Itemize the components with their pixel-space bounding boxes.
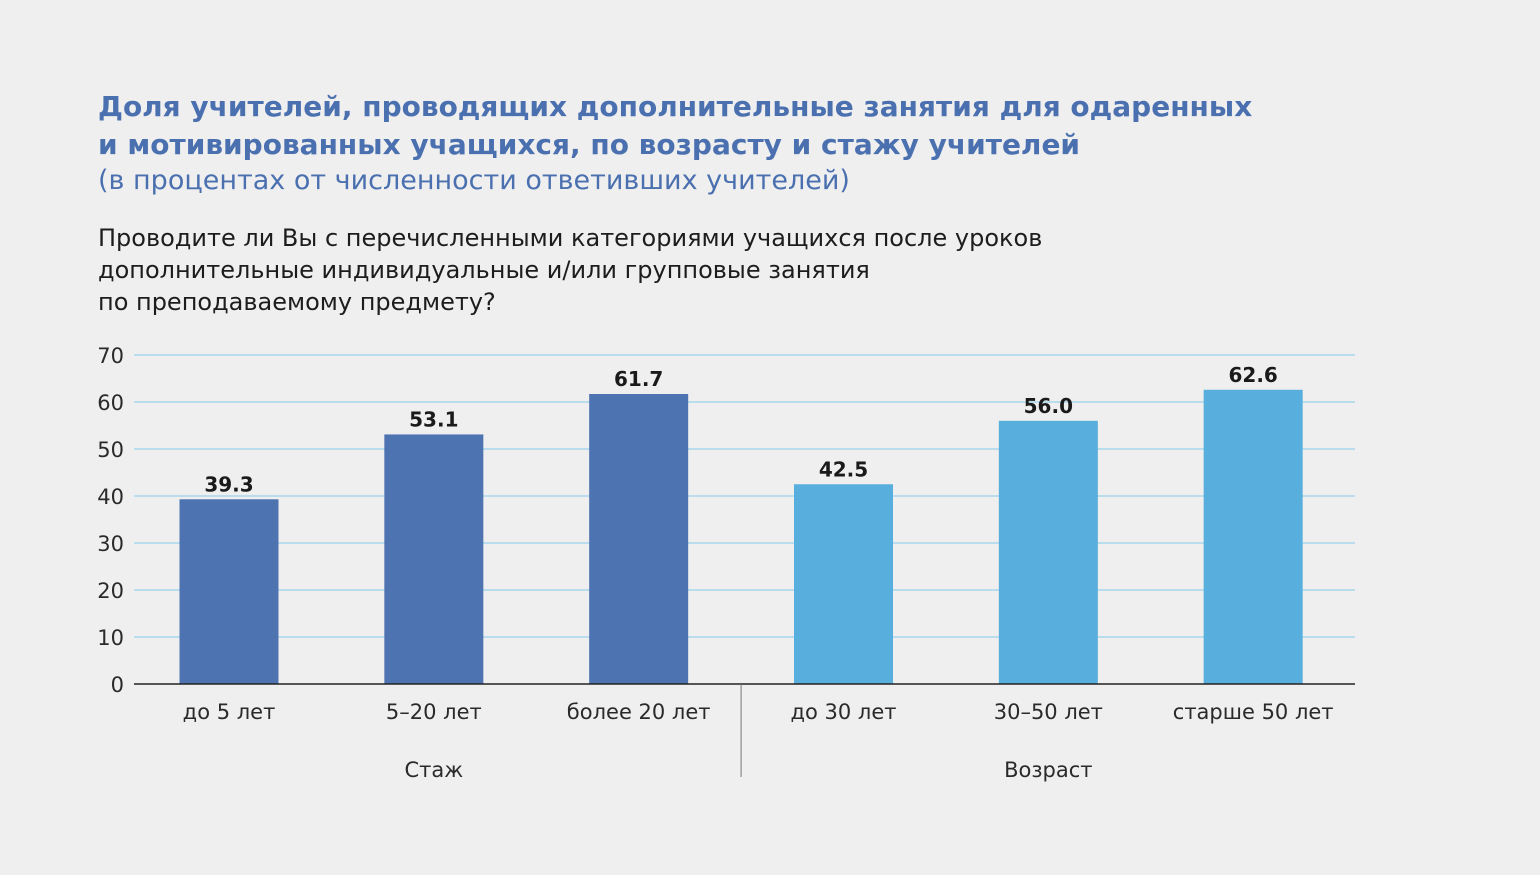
survey-question-line-2: дополнительные индивидуальные и/или груп… (98, 256, 870, 284)
y-tick-label-60: 60 (97, 391, 124, 415)
bar-4 (794, 484, 893, 684)
survey-question-line-3: по преподаваемому предмету? (98, 288, 496, 316)
category-label-5: 30–50 лет (994, 700, 1103, 724)
bar-6 (1203, 389, 1303, 684)
y-tick-label-30: 30 (97, 532, 124, 556)
y-tick-label-10: 10 (97, 626, 124, 650)
value-label-1: 39.3 (204, 472, 253, 496)
bar-1 (179, 499, 279, 684)
category-label-3: более 20 лет (567, 700, 711, 724)
bar-5 (998, 420, 1098, 684)
y-tick-label-70: 70 (97, 344, 124, 368)
value-label-2: 53.1 (409, 407, 458, 431)
survey-question-line-1: Проводите ли Вы с перечисленными категор… (98, 224, 1043, 252)
y-tick-label-50: 50 (97, 438, 124, 462)
group-label-1: Стаж (404, 758, 463, 782)
category-label-2: 5–20 лет (386, 700, 482, 724)
value-label-6: 62.6 (1228, 363, 1277, 387)
value-label-4: 42.5 (819, 457, 868, 481)
bar-3 (589, 394, 689, 684)
chart-subtitle: (в процентах от численности ответивших у… (98, 165, 850, 196)
y-tick-label-20: 20 (97, 579, 124, 603)
category-label-6: старше 50 лет (1173, 700, 1334, 724)
group-label-2: Возраст (1004, 758, 1092, 782)
category-label-1: до 5 лет (183, 700, 276, 724)
chart-title-line-2: и мотивированных учащихся, по возрасту и… (98, 128, 1081, 161)
survey-question: Проводите ли Вы с перечисленными категор… (98, 222, 1042, 318)
y-tick-label-40: 40 (97, 485, 124, 509)
value-label-3: 61.7 (614, 367, 663, 391)
y-tick-label-0: 0 (111, 673, 124, 697)
value-label-5: 56.0 (1024, 394, 1073, 418)
bar-2 (384, 434, 484, 684)
category-label-4: до 30 лет (790, 700, 896, 724)
chart-title-line-1: Доля учителей, проводящих дополнительные… (98, 90, 1253, 123)
chart-title: Доля учителей, проводящих дополнительные… (98, 88, 1398, 164)
